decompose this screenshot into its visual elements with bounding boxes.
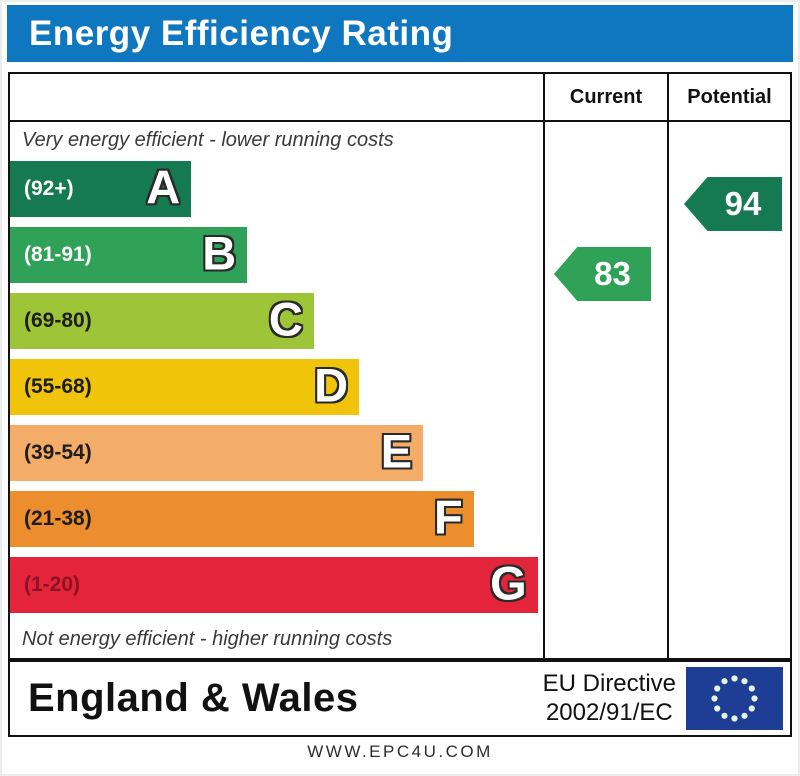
region-title: England & Wales [28, 676, 359, 720]
band-bar-f: (21-38) F [10, 491, 474, 547]
band-range-label: (81-91) [24, 243, 92, 266]
rating-band-b: (81-91) B [10, 227, 543, 283]
rating-band-d: (55-68) D [10, 359, 543, 415]
band-range-label: (21-38) [24, 507, 92, 530]
band-letter: B [202, 226, 237, 280]
band-letter: G [490, 556, 527, 610]
band-bar-d: (55-68) D [10, 358, 360, 415]
band-letter: D [314, 358, 349, 412]
eu-flag-icon [686, 667, 783, 730]
band-range-label: (39-54) [24, 441, 92, 464]
band-letter: F [433, 490, 463, 544]
band-bar-b: (81-91) B [10, 226, 248, 283]
band-range-label: (55-68) [24, 375, 92, 398]
band-range-label: (92+) [24, 177, 74, 200]
rating-table: Current Potential Very energy efficient … [8, 72, 792, 660]
band-range-label: (69-80) [24, 309, 92, 332]
website-url: WWW.EPC4U.COM [307, 742, 493, 761]
header-current: Current [545, 74, 669, 122]
current-rating-arrow: 83 [554, 247, 651, 301]
page-title: Energy Efficiency Rating [7, 5, 793, 62]
eu-directive-label: EU Directive 2002/91/EC [543, 670, 676, 728]
band-bar-c: (69-80) C [10, 293, 314, 349]
band-letter: A [146, 160, 181, 214]
rating-band-e: (39-54) E [10, 425, 543, 481]
band-bar-e: (39-54) E [10, 424, 424, 481]
current-column: 83 [545, 122, 669, 658]
band-bar-g: (1-20) G [10, 557, 538, 613]
rating-band-f: (21-38) F [10, 491, 543, 547]
rating-band-c: (69-80) C [10, 293, 543, 349]
band-range-label: (1-20) [24, 573, 81, 596]
rating-band-g: (1-20) G [10, 557, 543, 613]
chart-area: Very energy efficient - lower running co… [10, 122, 545, 658]
band-letter: C [268, 292, 303, 346]
band-bar-a: (92+) A [10, 160, 192, 217]
footer-right: EU Directive 2002/91/EC [543, 667, 790, 730]
note-very-efficient: Very energy efficient - lower running co… [22, 129, 394, 151]
potential-rating-arrow: 94 [684, 177, 782, 231]
potential-column: 94 [669, 122, 790, 658]
footer-bar: England & Wales EU Directive 2002/91/EC [8, 660, 792, 737]
eu-directive-line1: EU Directive [542, 669, 676, 697]
potential-rating-value: 94 [724, 185, 762, 222]
eu-directive-line2: 2002/91/EC [545, 698, 673, 726]
current-rating-value: 83 [594, 255, 631, 292]
band-letter: E [380, 424, 413, 478]
header-potential: Potential [669, 74, 790, 122]
header-spacer [10, 74, 545, 122]
rating-band-a: (92+) A [10, 161, 543, 217]
note-not-efficient: Not energy efficient - higher running co… [22, 628, 393, 650]
